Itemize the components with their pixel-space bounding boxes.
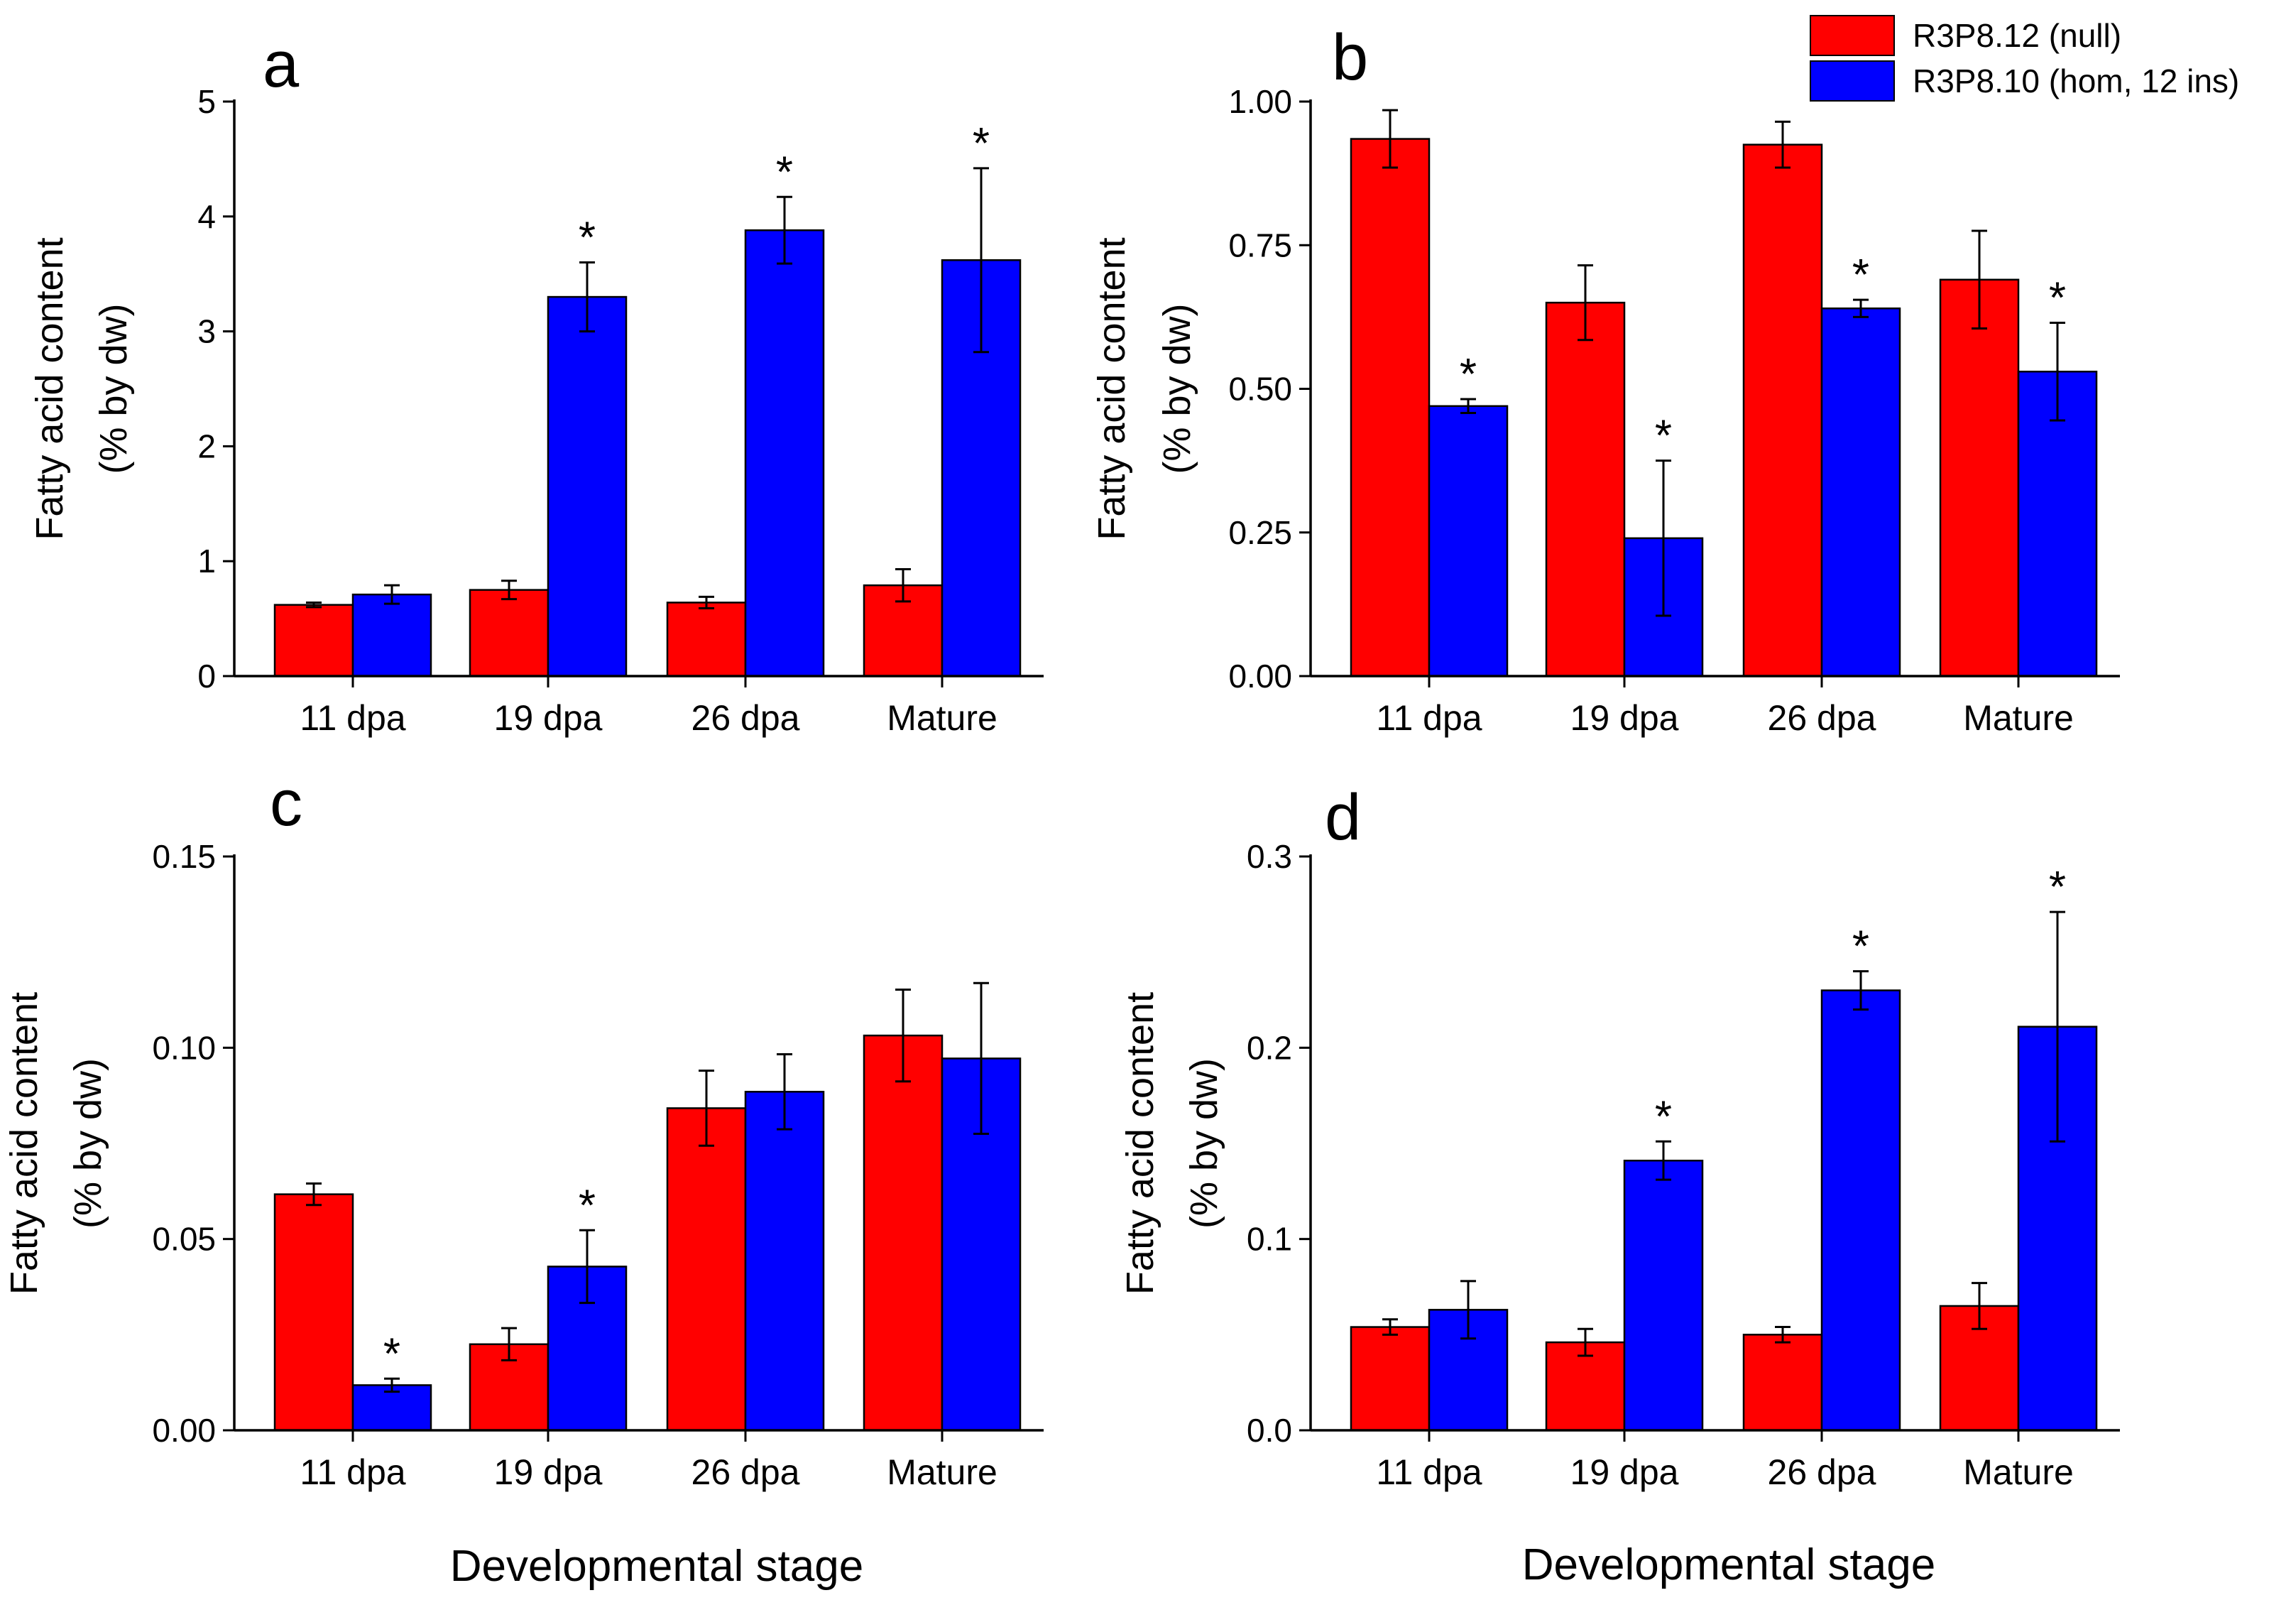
legend: R3P8.12 (null) R3P8.10 (hom, 12 ins) bbox=[1810, 15, 2239, 102]
y-tick-label-d-3: 0.3 bbox=[1247, 838, 1292, 875]
bar-b-null-1 bbox=[1545, 301, 1626, 678]
x-tick-label-d-0: 11 dpa bbox=[1376, 1452, 1482, 1492]
y-tick-label-b-3: 0.75 bbox=[1228, 227, 1292, 263]
y-tick-label-b-4: 1.00 bbox=[1228, 83, 1292, 120]
y-tick-label-a-5: 5 bbox=[197, 83, 216, 120]
significance-star-a-3: * bbox=[973, 119, 990, 168]
significance-star-d-2: * bbox=[1852, 923, 1869, 972]
bar-c-null-3 bbox=[863, 1034, 944, 1432]
y-axis-title-d: Fatty acid content bbox=[1119, 992, 1161, 1295]
legend-swatch-null bbox=[1810, 15, 1895, 56]
y-tick-label-a-4: 4 bbox=[197, 198, 216, 235]
x-tick-label-d-3: Mature bbox=[1963, 1452, 2074, 1492]
x-tick-label-b-3: Mature bbox=[1963, 698, 2074, 738]
bar-a-hom-0 bbox=[351, 593, 432, 678]
y-axis-subtitle-c: (% by dw) bbox=[67, 1058, 109, 1229]
y-axis-subtitle-a: (% by dw) bbox=[92, 303, 135, 474]
bar-a-null-0 bbox=[273, 604, 354, 678]
x-tick-label-c-1: 19 dpa bbox=[494, 1452, 603, 1492]
panel-letter-c: c bbox=[270, 767, 302, 839]
bar-c-hom-2 bbox=[744, 1091, 825, 1432]
x-tick-label-a-0: 11 dpa bbox=[300, 698, 405, 738]
bar-a-null-1 bbox=[469, 589, 550, 678]
significance-star-b-0: * bbox=[1460, 350, 1477, 399]
x-axis-title-left: Developmental stage bbox=[450, 1542, 863, 1591]
legend-swatch-hom bbox=[1810, 60, 1895, 102]
y-tick-label-b-2: 0.50 bbox=[1228, 371, 1292, 408]
x-tick-label-a-3: Mature bbox=[887, 698, 997, 738]
x-tick-label-b-2: 26 dpa bbox=[1768, 698, 1876, 738]
y-axis-subtitle-d: (% by dw) bbox=[1183, 1058, 1225, 1229]
panel-c: * * 0.00 0.05 0.10 0.15 11 dpa 19 dpa 26 dpa Matu… bbox=[3, 767, 1044, 1492]
y-tick-label-a-3: 3 bbox=[197, 313, 216, 350]
significance-star-d-3: * bbox=[2049, 863, 2066, 912]
significance-star-d-1: * bbox=[1655, 1092, 1672, 1141]
panel-b: * * * * 0.00 0.25 0.50 0.75 1.00 11 dpa 19 dpa 26 d… bbox=[1090, 21, 2120, 738]
panel-letter-b: b bbox=[1332, 21, 1368, 94]
chart-panels: * * * 0 1 2 3 4 5 11 dpa 19 dpa 26 dpa Mature Fatty a… bbox=[3, 21, 2120, 1492]
y-tick-label-a-1: 1 bbox=[197, 543, 216, 580]
bar-a-hom-1 bbox=[547, 295, 628, 678]
bar-d-hom-1 bbox=[1623, 1159, 1704, 1432]
bar-b-null-2 bbox=[1742, 143, 1823, 678]
x-axis-title-right: Developmental stage bbox=[1522, 1540, 1935, 1589]
x-tick-label-a-2: 26 dpa bbox=[691, 698, 800, 738]
x-tick-label-d-1: 19 dpa bbox=[1570, 1452, 1679, 1492]
significance-star-c-0: * bbox=[383, 1329, 400, 1378]
x-tick-label-c-0: 11 dpa bbox=[300, 1452, 405, 1492]
bar-b-hom-2 bbox=[1820, 307, 1901, 678]
y-tick-label-b-1: 0.25 bbox=[1228, 514, 1292, 551]
x-tick-label-a-1: 19 dpa bbox=[494, 698, 603, 738]
panel-letter-d: d bbox=[1325, 781, 1361, 854]
y-axis-subtitle-b: (% by dw) bbox=[1156, 303, 1198, 474]
panel-a: * * * 0 1 2 3 4 5 11 dpa 19 dpa 26 dpa Mature Fatty a… bbox=[28, 28, 1044, 738]
y-tick-label-a-2: 2 bbox=[197, 428, 216, 464]
y-tick-label-d-0: 0.0 bbox=[1247, 1412, 1292, 1449]
legend-label-null: R3P8.12 (null) bbox=[1913, 17, 2121, 54]
x-tick-label-c-3: Mature bbox=[887, 1452, 997, 1492]
y-tick-label-b-0: 0.00 bbox=[1228, 658, 1292, 695]
y-axis-title-c: Fatty acid content bbox=[3, 992, 45, 1295]
bar-b-null-0 bbox=[1350, 138, 1431, 678]
significance-star-b-2: * bbox=[1852, 251, 1869, 300]
y-tick-label-d-1: 0.1 bbox=[1247, 1221, 1292, 1258]
panel-letter-a: a bbox=[263, 28, 300, 101]
x-tick-label-b-0: 11 dpa bbox=[1376, 698, 1482, 738]
significance-star-a-2: * bbox=[776, 148, 793, 197]
significance-star-b-1: * bbox=[1655, 412, 1672, 461]
bar-d-null-0 bbox=[1350, 1326, 1431, 1432]
y-tick-label-c-3: 0.15 bbox=[152, 838, 216, 875]
significance-star-c-1: * bbox=[579, 1181, 596, 1230]
y-axis-title-a: Fatty acid content bbox=[28, 237, 71, 540]
bar-b-hom-0 bbox=[1428, 405, 1509, 678]
significance-star-b-3: * bbox=[2049, 273, 2066, 322]
y-axis-title-b: Fatty acid content bbox=[1090, 237, 1133, 540]
bar-c-null-2 bbox=[666, 1107, 747, 1432]
bar-c-null-0 bbox=[273, 1193, 354, 1432]
panel-d: * * * 0.0 0.1 0.2 0.3 11 dpa 19 dpa 26 dpa Mature F… bbox=[1119, 781, 2120, 1492]
x-tick-label-c-2: 26 dpa bbox=[691, 1452, 800, 1492]
x-tick-label-b-1: 19 dpa bbox=[1570, 698, 1679, 738]
bar-a-hom-2 bbox=[744, 229, 825, 678]
bar-b-null-3 bbox=[1939, 278, 2020, 678]
legend-label-hom: R3P8.10 (hom, 12 ins) bbox=[1913, 62, 2239, 99]
bar-d-null-2 bbox=[1742, 1334, 1823, 1432]
y-tick-label-a-0: 0 bbox=[197, 658, 216, 695]
y-tick-label-c-1: 0.05 bbox=[152, 1221, 216, 1258]
bar-d-hom-2 bbox=[1820, 989, 1901, 1432]
y-tick-label-d-2: 0.2 bbox=[1247, 1029, 1292, 1066]
significance-star-a-1: * bbox=[579, 214, 596, 263]
y-tick-label-c-2: 0.10 bbox=[152, 1029, 216, 1066]
bar-a-null-2 bbox=[666, 602, 747, 678]
y-tick-label-c-0: 0.00 bbox=[152, 1412, 216, 1449]
x-tick-label-d-2: 26 dpa bbox=[1768, 1452, 1876, 1492]
bar-b-hom-3 bbox=[2017, 370, 2098, 678]
